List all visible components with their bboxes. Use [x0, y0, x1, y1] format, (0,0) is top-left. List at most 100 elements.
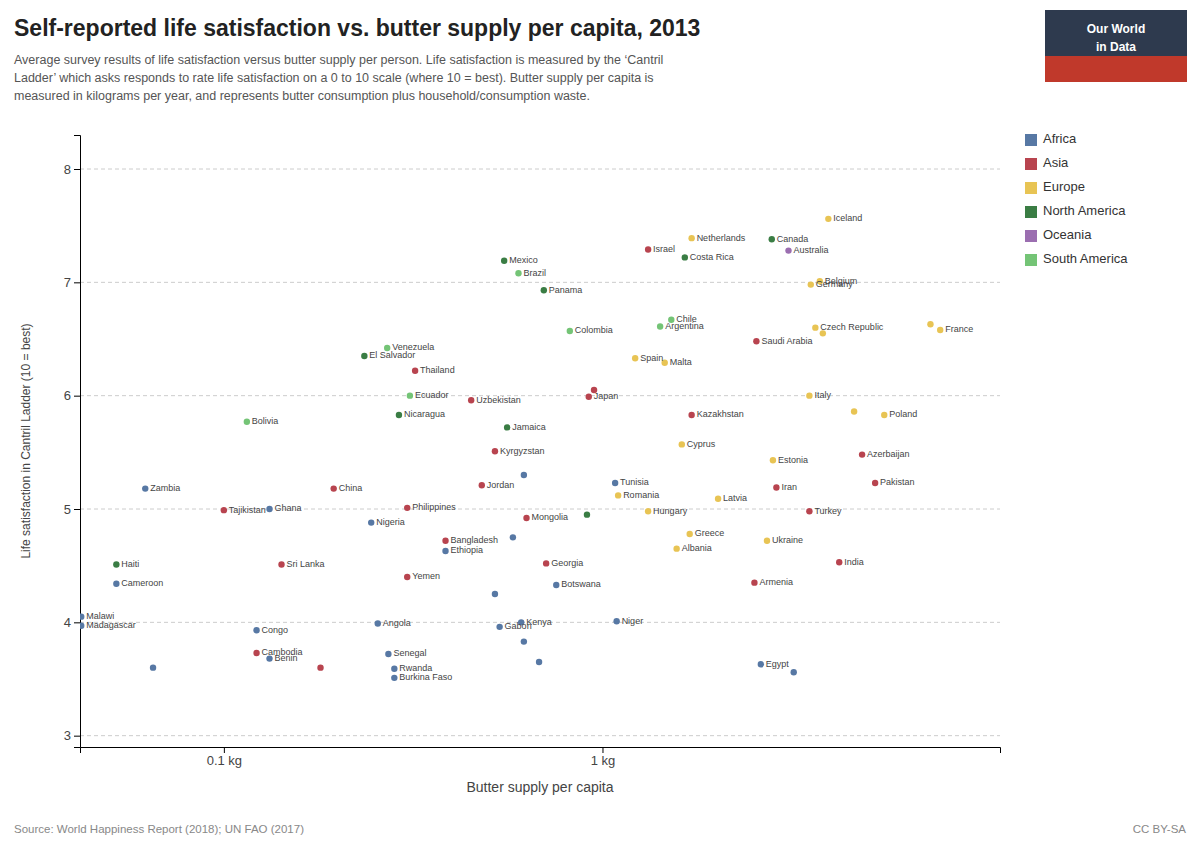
legend-swatch [1025, 158, 1037, 170]
y-tick: 8 [64, 162, 80, 177]
point-label: Haiti [121, 559, 139, 569]
point [523, 515, 529, 521]
point-label: Madagascar [86, 620, 136, 630]
point [468, 397, 474, 403]
legend-label: Asia [1043, 155, 1069, 170]
point [515, 270, 521, 276]
point-label: Panama [549, 285, 583, 295]
point-label: Turkey [814, 506, 842, 516]
point [368, 519, 374, 525]
x-axis: 0.1 kg 1 kg [81, 747, 1001, 768]
point [715, 496, 721, 502]
point [872, 480, 878, 486]
point [479, 482, 485, 488]
title: Self-reported life satisfaction vs. butt… [14, 15, 700, 41]
y-tick: 7 [64, 275, 80, 290]
y-tick-mark [74, 736, 80, 737]
x-tick-label: 0.1 kg [207, 753, 242, 768]
point-label: Poland [889, 409, 917, 419]
point [612, 480, 618, 486]
point-label: India [844, 557, 864, 567]
point [657, 323, 663, 329]
point [150, 664, 156, 670]
point-label: Thailand [420, 365, 455, 375]
subtitle: Average survey results of life satisfact… [14, 53, 663, 103]
grid-line [80, 169, 1000, 170]
point-label: Ukraine [772, 535, 803, 545]
point [442, 538, 448, 544]
point-label: Uzbekistan [476, 395, 521, 405]
point [806, 508, 812, 514]
x-tick-label: 1 kg [591, 753, 616, 768]
point-label: Niger [622, 616, 644, 626]
point [510, 534, 516, 540]
logo-text: in Data [1096, 40, 1136, 54]
point-label: Romania [623, 490, 659, 500]
point-label: Hungary [653, 506, 688, 516]
y-axis: 345678 [64, 136, 81, 748]
y-tick-mark [74, 622, 80, 623]
point-label: Malta [670, 357, 692, 367]
point [785, 247, 791, 253]
point [501, 258, 507, 264]
legend-swatch [1025, 134, 1037, 146]
point-label: China [339, 483, 363, 493]
point-label: Azerbaijan [867, 449, 910, 459]
grid-line [80, 509, 1000, 510]
point-label: Philippines [412, 502, 456, 512]
y-tick-mark [74, 282, 80, 283]
point [492, 591, 498, 597]
point [753, 338, 759, 344]
point [113, 581, 119, 587]
point [825, 216, 831, 222]
y-tick: 6 [64, 388, 80, 403]
point [412, 368, 418, 374]
point [221, 507, 227, 513]
y-tick: 5 [64, 502, 80, 517]
y-tick-mark [74, 396, 80, 397]
x-tick-mark [602, 747, 603, 753]
x-axis-line [81, 748, 1001, 754]
legend-swatch [1025, 254, 1037, 266]
point [836, 559, 842, 565]
point [317, 664, 323, 670]
y-tick-mark [74, 509, 80, 510]
legend-item: South America [1025, 251, 1128, 266]
point [391, 666, 397, 672]
point-label: Georgia [551, 558, 583, 568]
point [688, 235, 694, 241]
legend-item: Oceania [1025, 227, 1092, 242]
x-tick-mark [224, 747, 225, 753]
point-label: Saudi Arabia [761, 336, 812, 346]
point-label: Ecuador [415, 390, 449, 400]
point [375, 620, 381, 626]
legend-item: Europe [1025, 179, 1085, 194]
point [361, 353, 367, 359]
logo-bottom [1045, 56, 1187, 82]
point-label: Nicaragua [404, 409, 445, 419]
point [536, 659, 542, 665]
point-label: Sri Lanka [287, 559, 325, 569]
point [543, 560, 549, 566]
point-label: Cambodia [262, 647, 303, 657]
point-label: Ethiopia [451, 545, 484, 555]
point-label: Kazakhstan [697, 409, 744, 419]
point [567, 328, 573, 334]
point-label: Angola [383, 618, 411, 628]
point [645, 508, 651, 514]
point-label: Brazil [523, 268, 546, 278]
point-label: Argentina [665, 321, 704, 331]
point-label: Pakistan [880, 477, 915, 487]
point [758, 661, 764, 667]
license: CC BY-SA [1133, 823, 1187, 835]
point [773, 484, 779, 490]
point [791, 669, 797, 675]
grid-line [80, 735, 1000, 736]
point-label: Costa Rica [690, 252, 734, 262]
point [586, 394, 592, 400]
point-label: Iceland [833, 213, 862, 223]
legend-label: Africa [1043, 131, 1077, 146]
source: Source: World Happiness Report (2018); U… [14, 823, 304, 835]
point-labels: TunisiaZambiaGhanaNigeriaEthiopiaCameroo… [86, 213, 973, 682]
legend-label: South America [1043, 251, 1128, 266]
